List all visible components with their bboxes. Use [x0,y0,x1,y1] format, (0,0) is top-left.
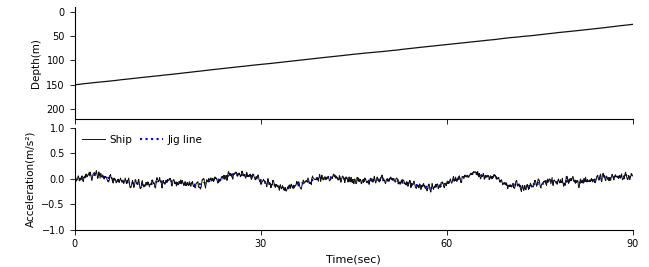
X-axis label: Time(sec): Time(sec) [326,255,381,265]
Line: Ship: Ship [75,171,633,192]
Jig line [103,176,110,180]
Ship [71,175,79,178]
Line: Jig line: Jig line [75,173,633,189]
Y-axis label: Depth(m): Depth(m) [31,38,41,88]
Ship [427,190,435,194]
Jig line [281,187,289,190]
Ship [299,181,306,184]
Jig line [472,171,480,175]
Y-axis label: Acceleration(m/s²): Acceleration(m/s²) [26,130,36,227]
Jig line [629,176,637,179]
Ship [302,180,310,183]
Legend: Ship, Jig line: Ship, Jig line [80,133,204,147]
Ship [103,178,111,181]
Ship [92,169,100,172]
Jig line [71,177,79,180]
Jig line [280,186,288,190]
Ship [629,174,637,178]
Jig line [302,180,310,184]
Ship [452,178,460,181]
Jig line [299,182,306,185]
Jig line [452,178,460,181]
Ship [280,188,288,191]
Jig line [190,183,198,186]
Ship [190,184,198,187]
